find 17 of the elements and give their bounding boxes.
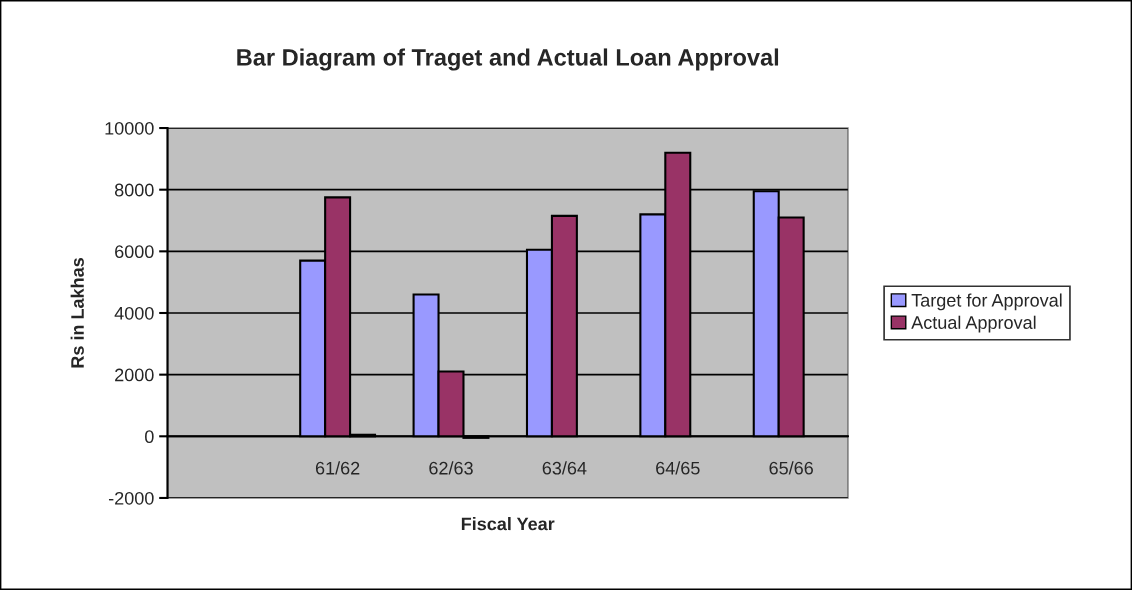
chart-title: Bar Diagram of Traget and Actual Loan Approval <box>237 48 779 71</box>
y-tick-label: 4000 <box>114 306 154 320</box>
y-tick-label: 6000 <box>115 245 154 259</box>
y-tick-label: -2000 <box>108 491 154 505</box>
y-tick-label: 2000 <box>115 368 154 382</box>
legend-label: Target for Approval <box>911 293 1062 311</box>
x-tick-label: 65/66 <box>769 461 813 475</box>
x-tick-label: 64/65 <box>656 461 700 475</box>
y-tick-label: 8000 <box>114 183 154 197</box>
x-tick-label: 61/62 <box>315 461 360 475</box>
legend-label: Actual Approval <box>911 315 1036 333</box>
x-axis-title: Fiscal Year <box>461 517 555 531</box>
y-tick-label: 0 <box>145 430 154 444</box>
x-tick-label: 63/64 <box>542 461 587 475</box>
y-tick-label: 10000 <box>105 121 154 135</box>
x-tick-label: 62/63 <box>429 461 473 475</box>
y-axis-title: Rs in Lakhas <box>70 258 84 368</box>
